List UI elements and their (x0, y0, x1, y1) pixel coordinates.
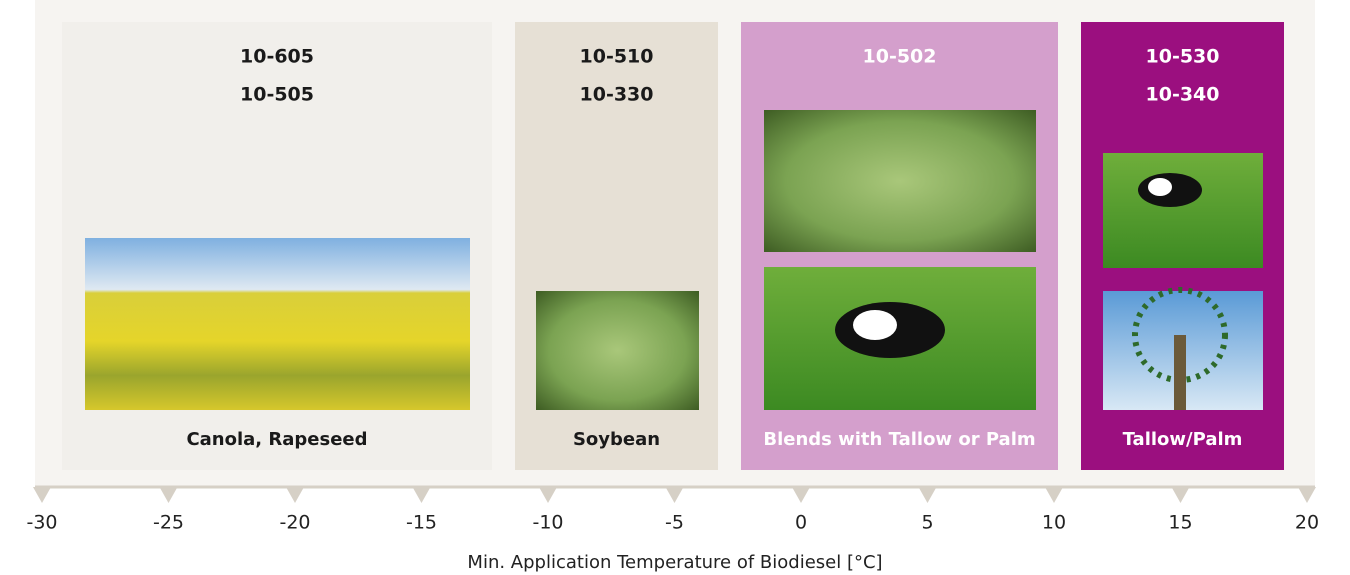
axis-label: Min. Application Temperature of Biodiese… (467, 552, 882, 573)
column-label: Soybean (573, 429, 660, 450)
product-code: 10-502 (863, 46, 937, 68)
tick-mark (1298, 487, 1316, 503)
tick-label: -30 (26, 512, 57, 534)
tick-mark (918, 487, 937, 503)
tick-label: -25 (153, 512, 184, 534)
product-code: 10-510 (580, 46, 654, 68)
tick-label: -5 (665, 512, 684, 534)
axis: -30 -25 -20 -15 -10 -5 0 5 10 15 20 (26, 487, 1319, 534)
column-label: Blends with Tallow or Palm (763, 429, 1035, 450)
tick-mark (286, 487, 304, 503)
tick-mark (412, 487, 431, 503)
tick-label: -20 (279, 512, 310, 534)
tick-label: -10 (532, 512, 563, 534)
photo-cow (1103, 153, 1263, 268)
photos (85, 110, 1263, 410)
tick-mark (1045, 487, 1063, 503)
column-label: Tallow/Palm (1123, 429, 1243, 450)
tick-mark (33, 487, 51, 503)
tick-mark (1171, 487, 1190, 503)
palm-trunk (1174, 335, 1186, 410)
product-code: 10-505 (240, 84, 314, 106)
tick-label: 15 (1168, 512, 1192, 534)
tick-mark (539, 487, 557, 503)
tick-label: 10 (1042, 512, 1066, 534)
tick-mark (665, 487, 684, 503)
product-code: 10-330 (580, 84, 654, 106)
tick-mark (792, 487, 810, 503)
cow-spot (1148, 178, 1172, 196)
photo-canola (85, 238, 470, 410)
cow-spot (853, 310, 897, 340)
product-code: 10-340 (1146, 84, 1220, 106)
photo-soybean (536, 291, 699, 410)
tick-mark (159, 487, 178, 503)
tick-label: 20 (1295, 512, 1319, 534)
product-code: 10-605 (240, 46, 314, 68)
tick-label: 0 (795, 512, 807, 534)
photo-soybean (764, 110, 1036, 252)
tick-label: -15 (406, 512, 437, 534)
tick-label: 5 (921, 512, 933, 534)
product-code: 10-530 (1146, 46, 1220, 68)
column-label: Canola, Rapeseed (186, 429, 367, 450)
